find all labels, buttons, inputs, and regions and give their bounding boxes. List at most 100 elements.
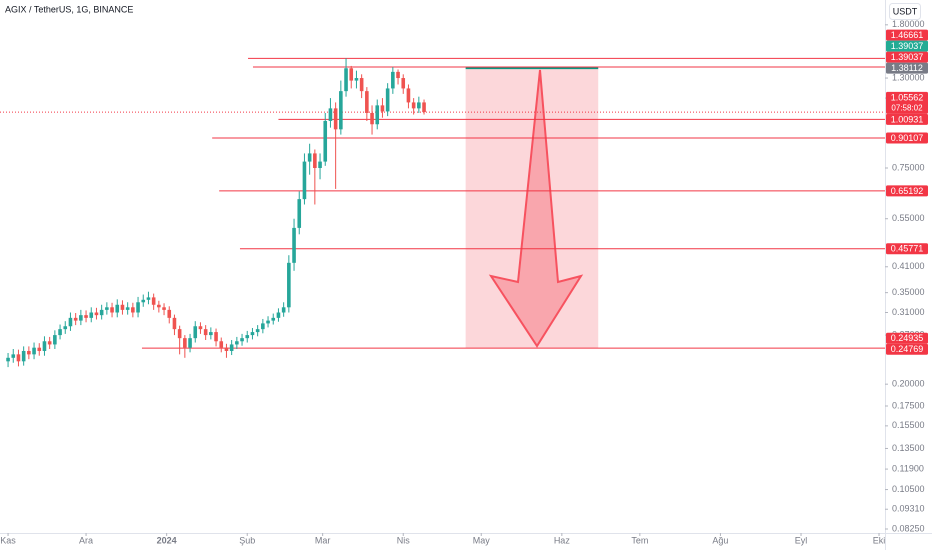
candle-body: [110, 307, 114, 313]
candle-body: [411, 102, 416, 109]
candle-body: [94, 312, 99, 316]
candle-body: [198, 326, 203, 330]
y-tick-label: 0.41000: [892, 261, 925, 271]
currency-label[interactable]: USDT: [893, 6, 918, 16]
candle-body: [328, 108, 333, 121]
candle-body: [53, 335, 57, 345]
price-label: 1.38112: [891, 63, 923, 73]
candle-body: [417, 102, 421, 109]
candle-body: [370, 112, 374, 125]
candle-body: [375, 105, 380, 125]
price-label-box: [886, 343, 928, 355]
x-tick-label: Şub: [239, 535, 255, 545]
price-label-box: [886, 185, 928, 197]
x-tick-label: Eyl: [795, 535, 808, 545]
price-label: 1.00931: [891, 114, 924, 124]
candle-body: [32, 347, 36, 355]
x-tick-label: Ağu: [712, 535, 728, 545]
candle-body: [333, 108, 338, 130]
y-tick-label: 0.31000: [892, 307, 925, 317]
candle-body: [115, 304, 120, 313]
candle-body: [157, 304, 161, 308]
candle-body: [344, 68, 348, 92]
candle-body: [292, 227, 296, 263]
candle-body: [89, 312, 94, 318]
candle-body: [396, 71, 400, 79]
price-label-box: [886, 40, 928, 52]
y-tick-label: 0.35000: [892, 287, 925, 297]
y-tick-label: 0.55000: [892, 213, 925, 223]
main-layer: 1.800001.300001.150000.750000.550000.410…: [0, 19, 928, 545]
price-label-box: [886, 91, 928, 114]
candle-body: [302, 161, 307, 200]
candle-body: [229, 344, 234, 351]
price-label: 1.46661: [891, 30, 924, 40]
candle-body: [172, 317, 177, 330]
candle-body: [11, 354, 16, 358]
candle-body: [271, 317, 276, 321]
candle-body: [177, 329, 182, 339]
candle-body: [224, 347, 229, 351]
candle-body: [313, 153, 317, 169]
y-tick-label: 0.09310: [892, 504, 925, 514]
candle-body: [125, 307, 130, 310]
candle-body: [406, 88, 411, 103]
candle-body: [422, 102, 426, 113]
candle-body: [151, 297, 156, 305]
candle-body: [354, 78, 359, 81]
x-tick-label: Ara: [79, 535, 93, 545]
price-label-box: [886, 51, 928, 63]
x-tick-label: Eki: [873, 535, 886, 545]
candle-body: [385, 88, 390, 112]
candle-body: [21, 350, 26, 362]
x-tick-label: 2024: [157, 535, 177, 545]
y-tick-label: 1.30000: [892, 72, 925, 82]
candle-body: [349, 68, 354, 81]
candle-body: [58, 329, 62, 336]
candle-body: [188, 338, 192, 348]
y-tick-label: 0.10500: [892, 484, 925, 494]
candle-body: [16, 354, 21, 362]
candle-body: [99, 309, 104, 316]
countdown-label: 07:58:02: [891, 104, 923, 113]
candle-body: [365, 91, 369, 113]
price-label-box: [886, 29, 928, 41]
candle-body: [183, 338, 187, 348]
candle-body: [401, 78, 406, 89]
candle-body: [209, 332, 213, 336]
x-tick-label: Kas: [0, 535, 16, 545]
candle-body: [146, 297, 151, 300]
candle-body: [120, 304, 125, 310]
candle-body: [136, 302, 140, 313]
y-tick-label: 0.20000: [892, 379, 925, 389]
y-tick-label: 0.11900: [892, 463, 924, 473]
candle-body: [193, 326, 198, 339]
price-label: 0.65192: [891, 186, 924, 196]
price-label-box: [886, 332, 928, 344]
candle-body: [245, 335, 250, 339]
candle-body: [323, 120, 328, 162]
candle-body: [167, 309, 172, 318]
x-tick-label: May: [473, 535, 491, 545]
x-tick-label: Haz: [554, 535, 571, 545]
price-label-box: [886, 132, 928, 144]
x-tick-label: Tem: [631, 535, 648, 545]
candle-body: [63, 326, 68, 330]
price-label: 0.24935: [891, 333, 924, 343]
candle-body: [255, 329, 260, 333]
y-tick-label: 0.17500: [892, 400, 925, 410]
candle-body: [6, 357, 10, 362]
price-label-box: [886, 243, 928, 255]
candle-body: [318, 161, 322, 169]
candle-body: [359, 78, 364, 92]
candle-body: [307, 153, 312, 162]
candle-body: [240, 338, 244, 342]
candle-body: [235, 341, 239, 345]
currency-button[interactable]: [889, 3, 921, 20]
price-label-box: [886, 62, 928, 74]
y-tick-label: 0.15500: [892, 420, 925, 430]
price-label: 0.45771: [891, 244, 924, 254]
y-tick-label: 1.80000: [892, 19, 925, 29]
